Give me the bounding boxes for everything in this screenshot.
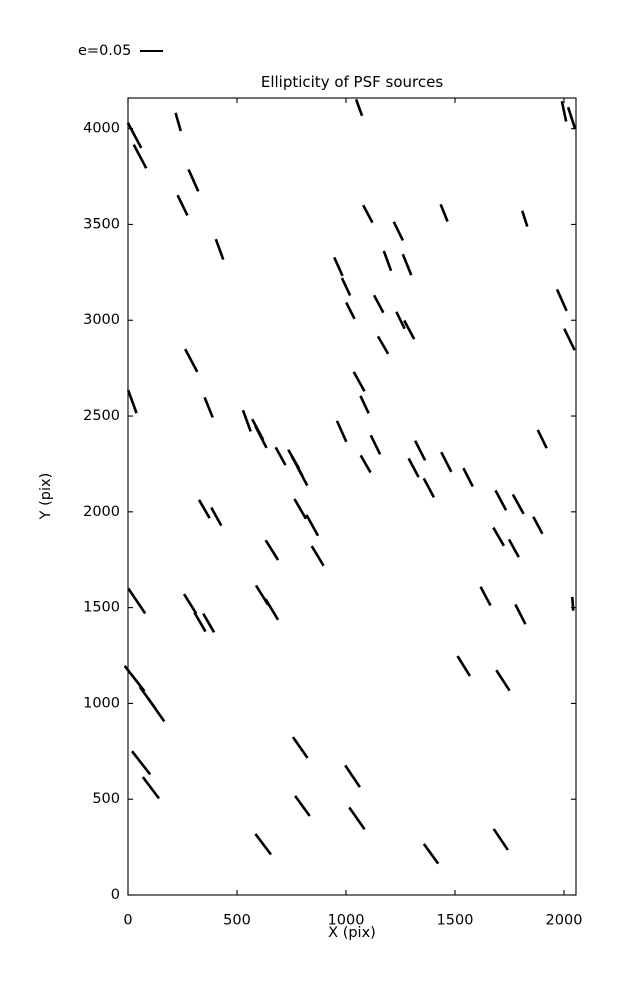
psf-whisker — [254, 833, 272, 856]
page-title: Ellipticity of PSF sources — [260, 73, 444, 91]
tick-label: 1500 — [83, 600, 120, 616]
psf-whisker — [492, 526, 506, 547]
psf-whisker — [291, 736, 309, 759]
psf-whisker — [369, 434, 382, 455]
x-axis-label: X (pix) — [328, 925, 376, 941]
psf-whisker — [359, 395, 370, 414]
psf-whisker — [345, 301, 356, 320]
tick-label: 4000 — [83, 121, 120, 137]
psf-whisker — [392, 221, 405, 242]
horizontal-line-sample-icon — [140, 50, 164, 53]
tick-label: 0 — [111, 887, 120, 903]
psf-whisker — [563, 328, 576, 351]
psf-whisker — [462, 467, 474, 488]
psf-whisker — [203, 396, 214, 418]
psf-whisker — [407, 457, 420, 478]
psf-whisker — [440, 451, 453, 473]
psf-whisker — [214, 238, 225, 260]
psf-whisker — [359, 454, 372, 474]
psf-whisker — [566, 106, 577, 130]
psf-whisker — [130, 750, 152, 776]
psf-whisker — [241, 409, 252, 432]
psf-whisker — [126, 389, 138, 414]
psf-whisker — [456, 655, 472, 677]
tick-label: 0 — [123, 913, 132, 929]
psf-whisker — [141, 776, 160, 800]
psf-whisker — [422, 843, 440, 865]
tick-label: 500 — [92, 791, 120, 807]
psf-whisker — [254, 425, 268, 449]
tick-label: 2000 — [546, 913, 583, 929]
tick-label: 500 — [223, 913, 251, 929]
tick-label: 2500 — [83, 408, 120, 424]
tick-label: 3500 — [83, 216, 120, 232]
psf-whisker — [422, 477, 436, 499]
legend-label: e=0.05 — [78, 43, 132, 59]
psf-whisker — [401, 253, 413, 276]
tick-label: 3000 — [83, 312, 120, 328]
psf-whisker — [340, 277, 352, 297]
psf-whisker — [210, 506, 223, 527]
psf-whisker — [182, 593, 198, 615]
psf-whisker — [372, 294, 385, 314]
psf-whisker — [507, 538, 520, 558]
psf-whisker — [296, 466, 309, 487]
psf-whisker — [274, 446, 287, 466]
psf-whisker — [532, 516, 544, 535]
psf-whisker — [403, 319, 416, 340]
psf-whisker — [147, 698, 166, 723]
y-axis-label: Y (pix) — [38, 472, 54, 520]
psf-whisker — [264, 598, 280, 621]
psf-whisker — [376, 335, 390, 355]
psf-whisker — [193, 611, 207, 633]
tick-label: 1500 — [437, 913, 474, 929]
ellipticity-scale-legend: e=0.05 — [78, 43, 164, 59]
psf-whisker — [494, 489, 508, 511]
psf-whisker — [305, 514, 320, 537]
psf-whisker — [184, 348, 199, 373]
tick-label: 1000 — [83, 695, 120, 711]
psf-whisker — [520, 210, 529, 227]
psf-whisker — [202, 612, 216, 633]
psf-whisker — [187, 168, 200, 192]
psf-whisker — [555, 288, 568, 312]
psf-whisker — [127, 587, 147, 615]
psf-whisker — [382, 250, 393, 272]
psf-whisker — [514, 603, 527, 625]
psf-whisker — [536, 429, 548, 449]
psf-whisker — [511, 493, 525, 515]
psf-whisker — [479, 586, 492, 607]
psf-whisker — [293, 498, 308, 520]
tick-label: 1000 — [328, 913, 365, 929]
psf-whisker — [492, 828, 509, 851]
psf-whisker — [197, 499, 211, 519]
psf-whisker — [344, 764, 361, 788]
psf-whisker — [174, 112, 182, 132]
psf-whisker — [495, 669, 511, 692]
psf-whisker — [335, 420, 348, 443]
psf-whisker — [439, 203, 449, 222]
tick-label: 2000 — [83, 504, 120, 520]
psf-whisker — [126, 122, 143, 149]
axes-frame — [127, 97, 577, 896]
psf-whisker — [132, 144, 148, 169]
psf-whisker — [352, 371, 366, 392]
psf-whisker — [264, 539, 280, 561]
psf-whisker — [333, 256, 344, 277]
psf-whisker — [362, 204, 374, 224]
psf-whisker — [354, 98, 364, 117]
psf-whisker — [560, 101, 568, 122]
psf-whisker — [570, 596, 575, 611]
axis-ticks: 0 500 1000 1500 2000 0 500 1000 1500 2000 2500 3000… — [83, 98, 582, 929]
psf-whisker — [176, 194, 189, 216]
whisker-layer — [123, 98, 577, 865]
psf-whisker — [395, 311, 406, 330]
psf-whisker — [310, 545, 325, 567]
psf-whisker — [348, 806, 366, 831]
psf-whisker — [294, 795, 311, 817]
psf-whisker — [413, 440, 427, 461]
